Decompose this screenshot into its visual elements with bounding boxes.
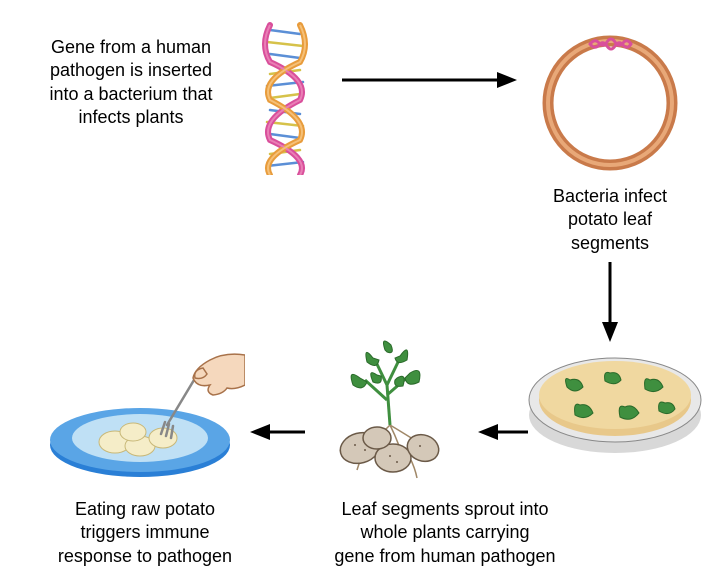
petri-dish-icon bbox=[525, 345, 705, 460]
step4-label: Eating raw potatotriggers immuneresponse… bbox=[40, 498, 250, 568]
arrow-2 bbox=[600, 262, 620, 342]
potato-plant-icon bbox=[305, 330, 475, 485]
plate-eating-icon bbox=[45, 350, 245, 485]
dna-helix-icon bbox=[255, 20, 315, 175]
step2-label: Bacteria infectpotato leafsegments bbox=[515, 185, 705, 255]
step1-label: Gene from a humanpathogen is insertedint… bbox=[16, 36, 246, 130]
step3-label: Leaf segments sprout intowhole plants ca… bbox=[315, 498, 575, 568]
plasmid-icon bbox=[535, 28, 685, 178]
arrow-4 bbox=[250, 422, 305, 442]
arrow-1 bbox=[342, 70, 517, 90]
arrow-3 bbox=[478, 422, 528, 442]
